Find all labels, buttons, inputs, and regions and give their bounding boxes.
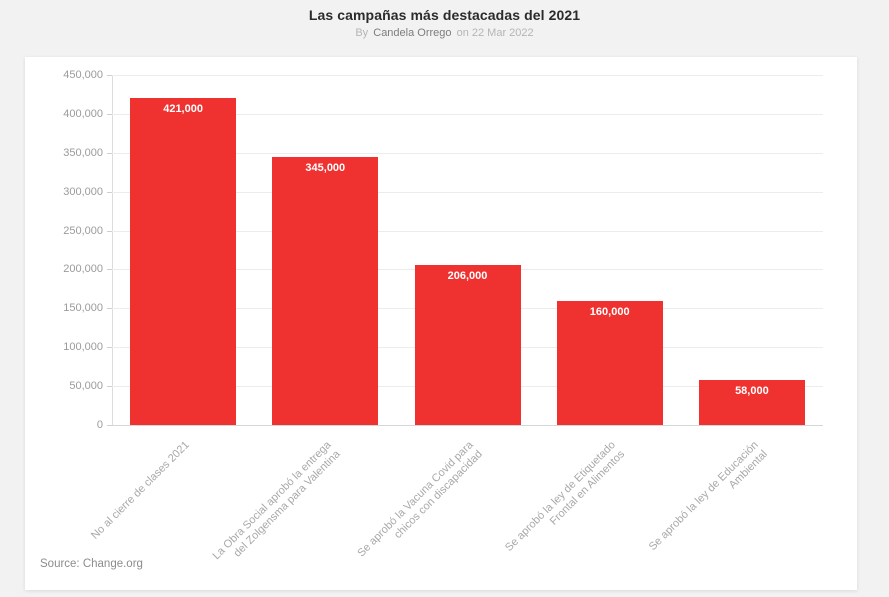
- bar-value-label: 160,000: [589, 306, 630, 318]
- y-axis-label: 250,000: [63, 224, 103, 237]
- chart-card: 0 50,000 100,000 150,000 200,000 250,000 300,0…: [25, 57, 857, 590]
- bar-4: 58,000: [698, 380, 805, 425]
- y-axis-label: 100,000: [63, 341, 103, 354]
- y-tick: [107, 230, 112, 232]
- byline-prefix: By: [355, 27, 369, 39]
- byline: By Candela Orrego on 22 Mar 2022: [0, 27, 889, 39]
- y-tick: [107, 425, 112, 426]
- bar-value-label: 421,000: [163, 103, 203, 115]
- plot-area: 0 50,000 100,000 150,000 200,000 250,000 300,0…: [63, 69, 823, 562]
- bar-value-label: 58,000: [735, 385, 769, 397]
- bar-3: 160,000: [556, 301, 663, 425]
- y-axis-label: 50,000: [69, 380, 103, 393]
- gridline-y-450,000: [112, 75, 823, 76]
- x-axis-category-label: La Obra Social aprobó la entrega del Zolg…: [210, 439, 343, 563]
- y-axis-label: 350,000: [63, 146, 103, 159]
- bar-1: 345,000: [272, 157, 379, 425]
- bar-value-label: 345,000: [305, 162, 346, 174]
- y-tick: [107, 386, 112, 388]
- gridline-y-300,000: [112, 191, 823, 193]
- y-axis-line: [112, 75, 113, 425]
- x-axis-category-label: Se aprobó la ley de Etiquetado Frontal en…: [503, 439, 628, 554]
- y-axis-label: 300,000: [63, 185, 103, 198]
- source-note: Source: Change.org: [40, 558, 143, 570]
- bar-0: 421,000: [130, 98, 237, 425]
- y-axis-label: 400,000: [63, 107, 103, 120]
- bar-2: 206,000: [414, 265, 521, 425]
- chart-header: Las campañas más destacadas del 2021 By …: [0, 7, 889, 39]
- y-tick: [107, 113, 112, 115]
- y-axis-label: 200,000: [63, 263, 103, 276]
- byline-author: Candela Orrego: [373, 27, 452, 39]
- y-tick: [107, 191, 112, 193]
- y-axis-label: 0: [96, 419, 103, 431]
- gridline-y-250,000: [112, 230, 823, 232]
- bar-value-label: 206,000: [447, 270, 488, 282]
- x-axis-category-label: No al cierre de clases 2021: [88, 439, 192, 542]
- page-title: Las campañas más destacadas del 2021: [308, 7, 581, 23]
- gridline-y-0: [112, 425, 823, 426]
- byline-date: on 22 Mar 2022: [456, 27, 534, 39]
- gridline-y-400,000: [112, 113, 823, 115]
- y-tick: [107, 347, 112, 349]
- x-axis-category-label: Se aprobó la ley de Educación Ambiental: [646, 439, 770, 553]
- y-tick: [107, 269, 112, 271]
- x-axis-category-label: Se aprobó la Vacuna Covid para chicos con…: [355, 439, 486, 560]
- y-tick: [107, 152, 112, 154]
- y-tick: [107, 308, 112, 310]
- y-tick: [107, 75, 112, 76]
- gridline-y-350,000: [112, 152, 823, 154]
- y-axis-label: 150,000: [63, 302, 103, 315]
- y-axis-label: 450,000: [63, 69, 103, 81]
